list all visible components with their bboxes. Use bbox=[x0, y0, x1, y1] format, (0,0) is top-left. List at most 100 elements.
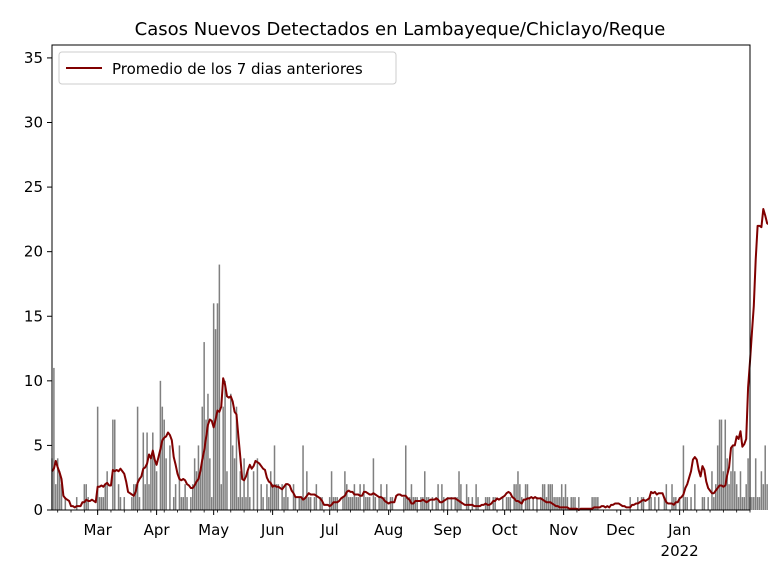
bar bbox=[543, 484, 546, 510]
bar bbox=[545, 497, 548, 510]
bar bbox=[273, 445, 276, 510]
bar bbox=[753, 497, 755, 510]
bar bbox=[216, 303, 219, 510]
bar bbox=[294, 497, 297, 510]
bar bbox=[355, 497, 358, 510]
bar bbox=[235, 406, 238, 510]
bar bbox=[553, 497, 555, 510]
bar bbox=[351, 497, 354, 510]
bar bbox=[701, 497, 704, 510]
bar bbox=[218, 264, 221, 510]
bar bbox=[494, 497, 496, 510]
bar bbox=[378, 497, 380, 510]
bar bbox=[313, 497, 316, 510]
bar bbox=[195, 471, 198, 510]
bar bbox=[450, 497, 453, 510]
bar bbox=[123, 497, 126, 510]
bars-layer bbox=[51, 264, 768, 510]
bar bbox=[281, 484, 283, 510]
bar bbox=[385, 484, 388, 510]
bar bbox=[591, 497, 593, 510]
bar bbox=[574, 497, 576, 510]
bar bbox=[730, 471, 732, 510]
bar bbox=[735, 484, 738, 510]
bar bbox=[353, 484, 356, 510]
bar bbox=[745, 484, 747, 510]
bar bbox=[336, 497, 339, 510]
bar bbox=[475, 484, 477, 510]
bar bbox=[148, 484, 150, 510]
bar bbox=[524, 484, 527, 510]
bar bbox=[713, 497, 715, 510]
bar bbox=[226, 471, 228, 510]
x-tick-label: Sep bbox=[433, 521, 461, 539]
bar bbox=[507, 497, 510, 510]
bar bbox=[458, 471, 460, 510]
bar bbox=[119, 497, 122, 510]
bar bbox=[319, 497, 321, 510]
bar bbox=[374, 497, 377, 510]
bar bbox=[724, 419, 727, 510]
bar bbox=[663, 497, 666, 510]
bar bbox=[509, 497, 512, 510]
bar bbox=[703, 497, 706, 510]
bar bbox=[309, 497, 312, 510]
bar bbox=[368, 497, 371, 510]
bar bbox=[686, 497, 688, 510]
bar bbox=[163, 419, 165, 510]
x-tick-label: Mar bbox=[83, 521, 112, 539]
bar bbox=[551, 484, 553, 510]
bar bbox=[271, 484, 274, 510]
bar bbox=[237, 497, 240, 510]
bar bbox=[431, 497, 434, 510]
bar bbox=[488, 497, 491, 510]
bar bbox=[60, 484, 63, 510]
bar bbox=[657, 497, 660, 510]
bar bbox=[243, 458, 245, 510]
bar bbox=[519, 484, 521, 510]
bar bbox=[262, 497, 264, 510]
bar bbox=[694, 484, 696, 510]
bar bbox=[578, 497, 580, 510]
x-tick-label: Oct bbox=[492, 521, 518, 539]
bar bbox=[505, 497, 508, 510]
bar bbox=[174, 484, 177, 510]
bar bbox=[648, 497, 650, 510]
x-tick-label: Dec bbox=[606, 521, 635, 539]
bar bbox=[106, 471, 108, 510]
bar bbox=[437, 484, 439, 510]
bar bbox=[172, 497, 175, 510]
bar bbox=[726, 458, 728, 510]
bar bbox=[391, 497, 394, 510]
plot-frame bbox=[51, 44, 751, 511]
bar bbox=[308, 497, 310, 510]
x-tick-label: Aug bbox=[374, 521, 403, 539]
legend-box bbox=[58, 51, 397, 85]
y-tick-label: 30 bbox=[24, 114, 43, 132]
bar bbox=[252, 471, 255, 510]
bar bbox=[671, 484, 673, 510]
bar bbox=[199, 471, 202, 510]
bar bbox=[408, 497, 411, 510]
bar bbox=[403, 497, 405, 510]
bar bbox=[146, 432, 148, 510]
bar bbox=[152, 432, 154, 510]
bar bbox=[532, 497, 534, 510]
bar bbox=[557, 497, 559, 510]
bar bbox=[555, 497, 557, 510]
bar bbox=[384, 497, 386, 510]
bar bbox=[562, 497, 565, 510]
bar bbox=[266, 484, 268, 510]
bar bbox=[346, 484, 348, 510]
bar bbox=[720, 419, 723, 510]
bar bbox=[456, 497, 458, 510]
bar bbox=[83, 484, 86, 510]
bar bbox=[722, 471, 725, 510]
bar bbox=[100, 497, 103, 510]
bar bbox=[321, 497, 323, 510]
y-tick-label: 25 bbox=[24, 178, 43, 196]
bar bbox=[249, 497, 251, 510]
bar bbox=[517, 471, 519, 510]
bar bbox=[302, 445, 304, 510]
